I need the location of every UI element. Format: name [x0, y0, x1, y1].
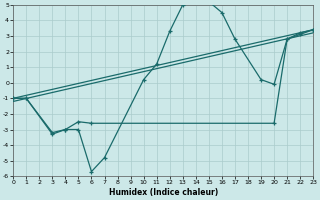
X-axis label: Humidex (Indice chaleur): Humidex (Indice chaleur) — [108, 188, 218, 197]
